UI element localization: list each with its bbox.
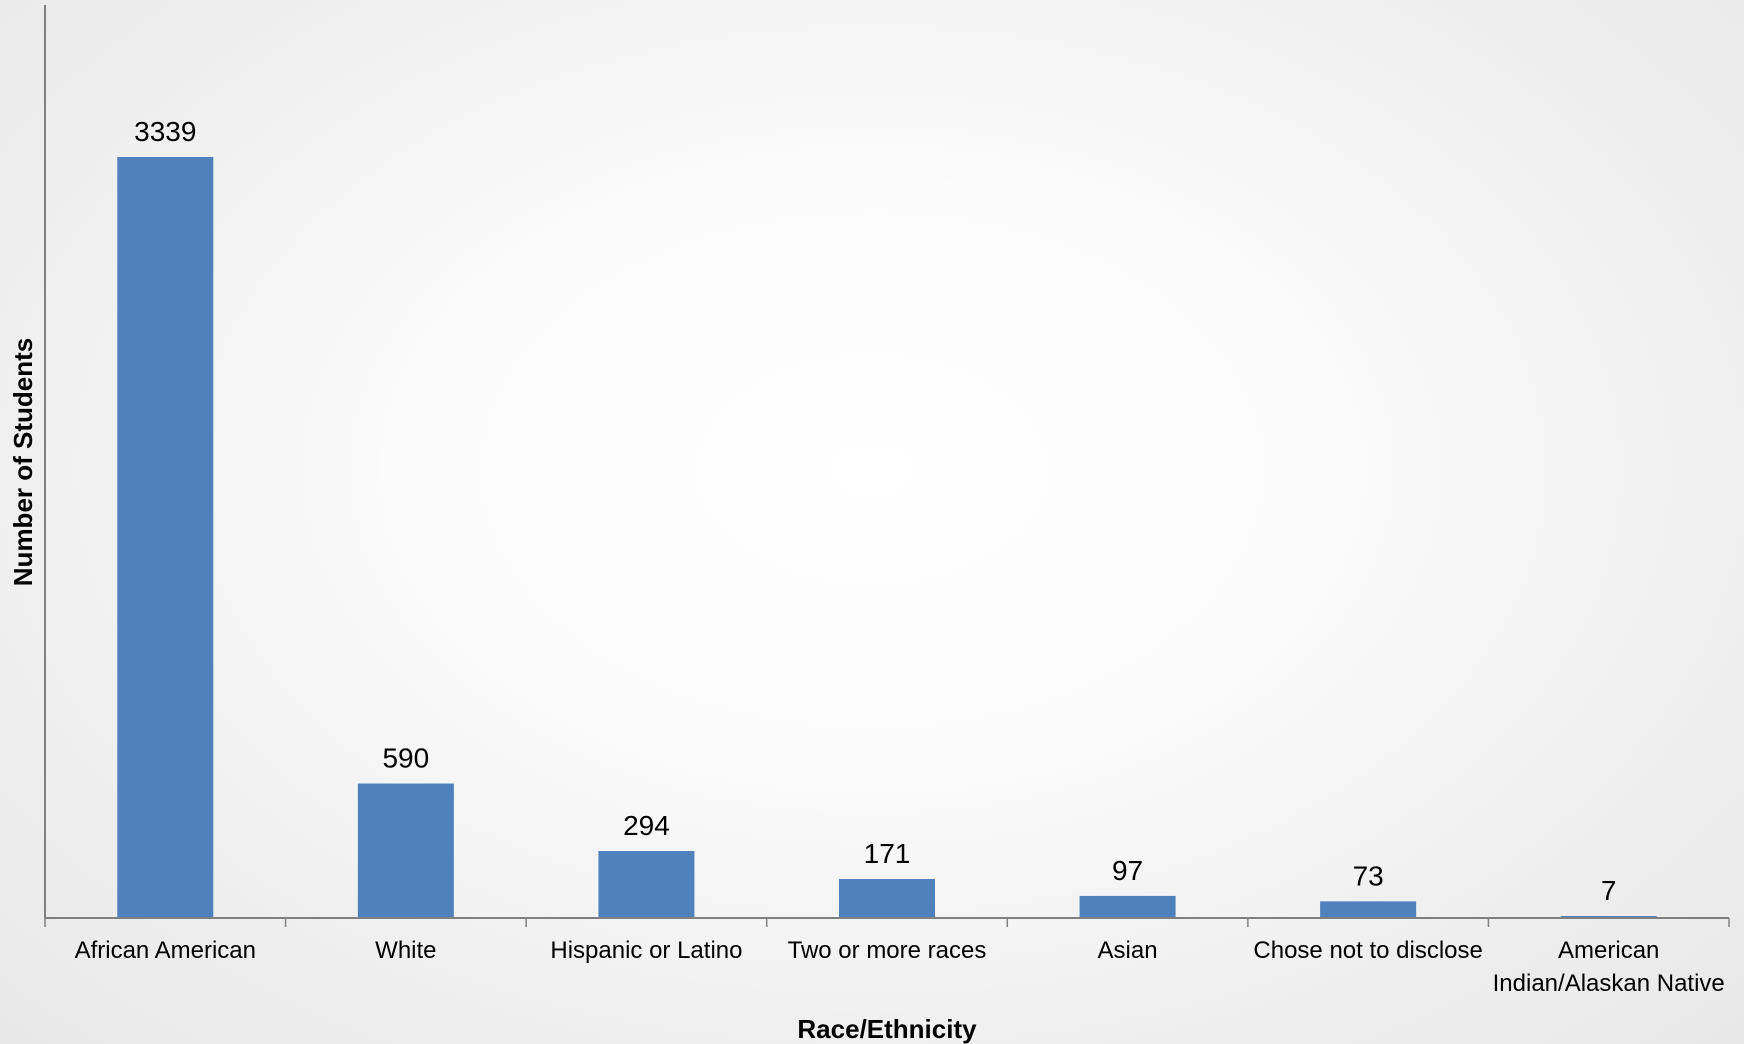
data-label: 590: [382, 743, 429, 774]
data-label: 294: [623, 810, 670, 841]
y-axis-title: Number of Students: [8, 338, 38, 586]
category-label: White: [375, 937, 436, 964]
bar: [839, 879, 935, 918]
data-label: 171: [864, 838, 911, 869]
data-label: 3339: [134, 116, 196, 147]
category-label: African American: [75, 937, 256, 964]
bar: [117, 157, 214, 918]
data-labels-group: 3339 590 294 171 97 73 7: [134, 116, 1616, 906]
data-label: 7: [1601, 875, 1617, 906]
category-label: Hispanic or Latino: [550, 937, 742, 964]
bar: [598, 850, 695, 918]
data-label: 73: [1353, 860, 1384, 891]
category-labels-group: African American White Hispanic or Latino T…: [75, 937, 1725, 997]
category-label: Chose not to disclose: [1253, 937, 1482, 964]
bar: [1079, 895, 1176, 918]
x-axis-ticks: [44, 918, 1730, 927]
data-label: 97: [1112, 855, 1143, 886]
category-label: American Indian/Alaskan Native: [1493, 937, 1725, 997]
bars-group: [117, 157, 1657, 918]
bar: [1320, 901, 1417, 918]
category-label: Asian: [1098, 937, 1158, 964]
bar: [357, 783, 454, 918]
x-axis-title: Race/Ethnicity: [797, 1014, 977, 1044]
category-label: Two or more races: [788, 937, 987, 964]
